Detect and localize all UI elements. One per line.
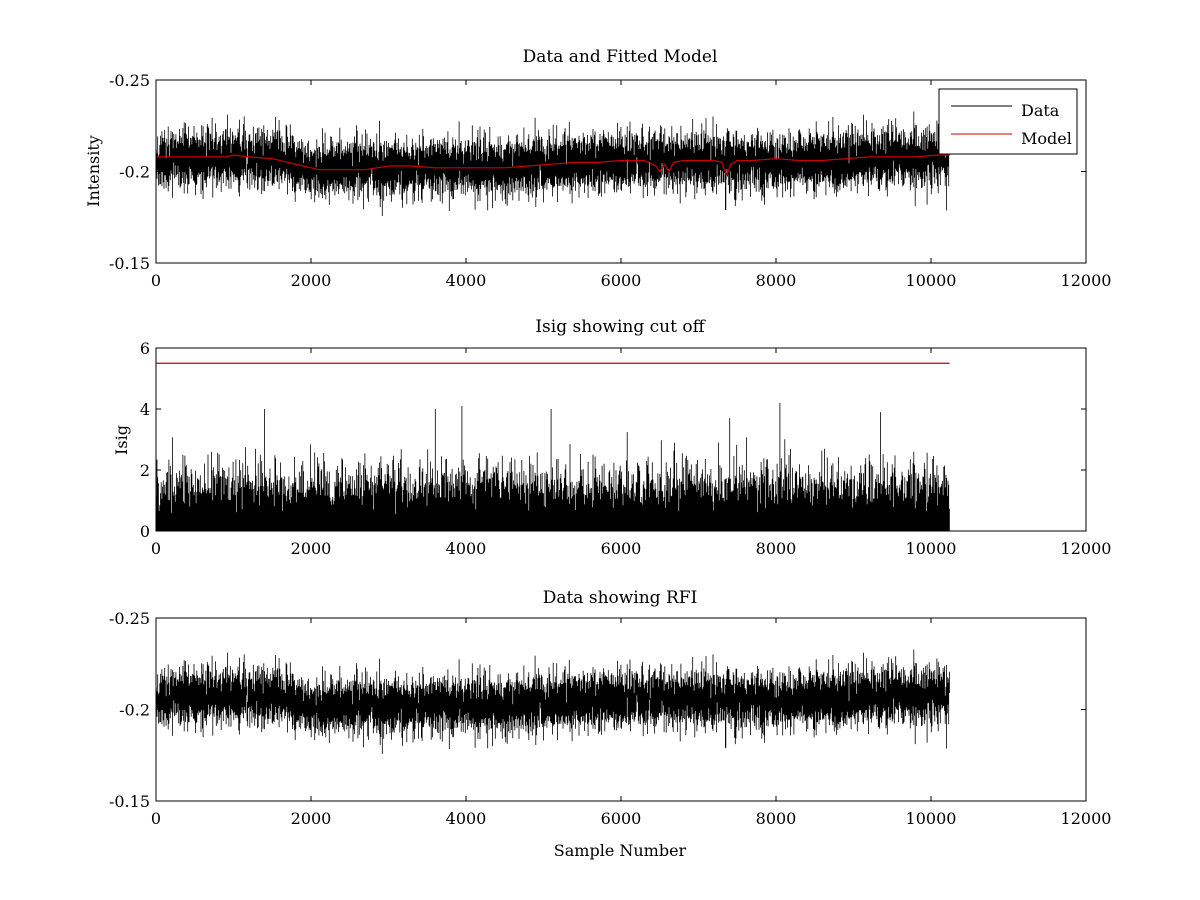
subplot-3-y-ticks: -0.15 -0.2 -0.25 — [109, 609, 1086, 811]
x-tick-label: 0 — [151, 539, 161, 558]
x-tick-label: 6000 — [601, 809, 642, 828]
subplot-2-y-ticks: 0 2 4 6 — [140, 339, 1086, 541]
y-tick-label: -0.25 — [109, 71, 150, 90]
y-tick-label: 6 — [140, 339, 150, 358]
legend-box — [938, 88, 1078, 155]
x-tick-label: 12000 — [1061, 809, 1112, 828]
x-tick-label: 2000 — [291, 271, 332, 290]
x-tick-label: 10000 — [906, 271, 957, 290]
subplot-3-title: Data showing RFI — [543, 588, 698, 608]
subplot-1-plot-area — [155, 111, 950, 216]
x-tick-label: 12000 — [1061, 271, 1112, 290]
x-tick-label: 8000 — [756, 539, 797, 558]
model-series-line — [156, 154, 950, 177]
subplot-1-x-ticks: 0 2000 4000 6000 8000 10000 12000 — [151, 80, 1112, 290]
subplot-2-title: Isig showing cut off — [535, 317, 706, 337]
x-tick-label: 6000 — [601, 539, 642, 558]
y-tick-label: 0 — [140, 522, 150, 541]
x-tick-label: 10000 — [906, 809, 957, 828]
x-tick-label: 6000 — [601, 271, 642, 290]
subplot-2-x-ticks: 0 2000 4000 6000 8000 10000 12000 — [151, 348, 1112, 558]
x-tick-label: 2000 — [291, 809, 332, 828]
y-tick-label: -0.15 — [109, 254, 150, 273]
subplot-2-plot-area — [155, 362, 950, 531]
y-tick-label: -0.15 — [109, 792, 150, 811]
subplot-2-y-label: Isig — [112, 425, 131, 455]
y-tick-label: 2 — [140, 461, 150, 480]
x-tick-label: 4000 — [446, 809, 487, 828]
subplot-1-title: Data and Fitted Model — [523, 47, 718, 67]
x-tick-label: 8000 — [756, 809, 797, 828]
x-tick-label: 12000 — [1061, 539, 1112, 558]
legend-data-label: Data — [1021, 101, 1060, 120]
x-tick-label: 0 — [151, 271, 161, 290]
subplot-1-y-label: Intensity — [84, 135, 103, 207]
x-tick-label: 4000 — [446, 539, 487, 558]
x-tick-label: 2000 — [291, 539, 332, 558]
x-tick-label: 10000 — [906, 539, 957, 558]
subplot-data-rfi: Data showing RFI 0 2000 4000 6000 8000 10000 1… — [109, 588, 1111, 860]
x-tick-label: 8000 — [756, 271, 797, 290]
legend: Data Model — [938, 88, 1078, 155]
subplot-data-and-model: Data and Fitted Model 0 2000 4000 6000 8000 1… — [84, 47, 1111, 290]
y-tick-label: -0.25 — [109, 609, 150, 628]
subplot-3-x-ticks: 0 2000 4000 6000 8000 10000 12000 — [151, 618, 1112, 828]
y-tick-label: 4 — [140, 400, 150, 419]
x-tick-label: 0 — [151, 809, 161, 828]
legend-model-label: Model — [1021, 129, 1072, 148]
x-tick-label: 4000 — [446, 271, 487, 290]
y-tick-label: -0.2 — [119, 701, 150, 720]
subplot-isig: Isig showing cut off 0 2000 4000 6000 8000 10… — [112, 317, 1111, 558]
y-tick-label: -0.2 — [119, 163, 150, 182]
subplot-1-y-ticks: -0.15 -0.2 -0.25 — [109, 71, 1086, 273]
subplot-3-x-label: Sample Number — [554, 841, 687, 860]
